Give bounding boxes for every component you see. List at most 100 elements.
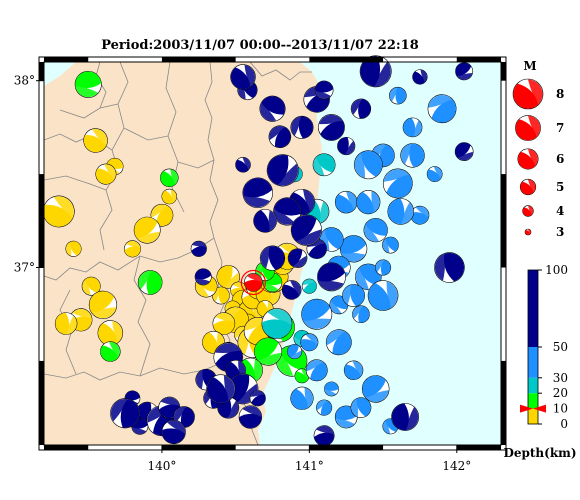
earthquake-deep-navy <box>259 245 286 271</box>
depth-tick-label: 30 <box>553 371 568 385</box>
lon-tick-label: 142° <box>442 459 471 473</box>
earthquake-deep-navy <box>290 214 322 246</box>
earthquake-blue <box>353 150 383 180</box>
frame-band-segment <box>44 57 89 62</box>
lon-tick-label: 140° <box>147 459 176 473</box>
magnitude-legend-label: 3 <box>556 225 564 239</box>
frame-band-segment <box>501 360 506 445</box>
frame-band-segment <box>456 445 501 450</box>
frame-band-segment <box>501 174 506 268</box>
magnitude-legend: M 8 7 6 5 4 3 <box>512 59 564 239</box>
earthquake-blue <box>325 329 352 356</box>
earthquake-blue <box>290 386 314 410</box>
magnitude-legend-ball-4 <box>522 205 534 217</box>
earthquake-cyan <box>261 308 293 339</box>
earthquake-shallow-yellow <box>54 312 78 335</box>
earthquake-deep-navy <box>318 113 345 141</box>
earthquake-blue <box>301 298 333 330</box>
earthquake-shallow-yellow <box>123 240 141 258</box>
magnitude-legend-ball-8 <box>512 78 544 110</box>
earthquake-deep-navy <box>206 374 236 404</box>
earthquake-green <box>137 270 163 295</box>
earthquake-deep-navy <box>242 177 273 209</box>
earthquake-blue <box>387 198 415 225</box>
sea-area-northwest <box>44 62 76 86</box>
magnitude-legend-ball-5 <box>519 178 537 196</box>
earthquake-blue <box>316 399 333 416</box>
earthquake-blue <box>342 284 366 307</box>
earthquake-green <box>74 70 102 98</box>
magnitude-legend-ball-7 <box>515 115 541 141</box>
earthquake-deep-navy <box>110 398 141 429</box>
frame-band-segment <box>39 360 44 445</box>
earthquake-blue <box>367 280 399 311</box>
depth-tick-label: 0 <box>560 417 568 431</box>
earthquake-shallow-yellow <box>88 290 118 320</box>
earthquake-deep-navy <box>253 208 277 233</box>
magnitude-legend-label: 4 <box>556 204 564 218</box>
earthquake-shallow-yellow <box>97 320 124 346</box>
frame-band-segment <box>501 62 506 81</box>
earthquake-blue <box>426 166 443 182</box>
earthquake-deep-navy <box>290 115 314 139</box>
depth-band <box>528 377 538 394</box>
magnitude-legend-ball-3 <box>524 228 532 236</box>
earthquake-deep-navy <box>281 280 302 300</box>
earthquake-shallow-yellow <box>212 312 236 335</box>
earthquake-blue <box>427 94 457 124</box>
magnitude-legend-label: 5 <box>556 180 564 194</box>
earthquake-deep-navy <box>434 252 465 283</box>
earthquake-cyan <box>301 278 317 294</box>
depth-band <box>528 408 538 424</box>
earthquake-mechanisms <box>42 55 474 447</box>
earthquake-blue <box>356 190 381 215</box>
frame-band-segment <box>161 445 236 450</box>
main-event-mechanism <box>244 273 263 292</box>
depth-tick-label: 20 <box>553 386 568 400</box>
frame-band-segment <box>161 57 236 62</box>
earthquake-deep-navy <box>259 95 286 122</box>
depth-band <box>528 393 538 409</box>
earthquake-cyan <box>312 153 336 177</box>
earthquake-blue <box>300 333 319 352</box>
earthquake-shallow-yellow <box>83 128 108 153</box>
earthquake-blue <box>361 375 390 403</box>
earthquake-deep-navy <box>230 64 256 90</box>
depth-band <box>528 270 538 347</box>
frame-band-segment <box>39 174 44 268</box>
map-title: Period:2003/11/07 00:00--2013/11/07 22:1… <box>101 38 419 53</box>
magnitude-legend-label: 8 <box>556 87 564 101</box>
lat-tick-label: 37° <box>14 261 35 275</box>
earthquake-deep-navy <box>359 55 392 88</box>
depth-marker-right <box>533 404 546 413</box>
earthquake-deep-navy <box>350 98 372 119</box>
frame-band-segment <box>39 62 44 81</box>
earthquake-blue <box>402 117 423 138</box>
earthquake-green <box>294 368 310 384</box>
earthquake-deep-navy <box>238 405 263 429</box>
earthquake-deep-navy <box>313 425 335 447</box>
main-event-marker-ring <box>240 269 266 296</box>
earthquake-deep-navy <box>268 125 292 148</box>
earthquake-deep-navy <box>266 154 299 187</box>
frame-band-segment <box>44 445 89 450</box>
earthquake-blue <box>324 381 339 397</box>
earthquake-blue <box>400 143 425 168</box>
earthquake-deep-navy <box>337 136 356 156</box>
earthquake-blue <box>382 236 399 254</box>
earthquake-shallow-yellow <box>69 308 93 332</box>
earthquake-deep-navy <box>412 69 428 85</box>
earthquake-deep-navy <box>317 262 346 292</box>
earthquake-blue <box>363 218 388 243</box>
map-frame: 140° 141° 142° 38° 37° <box>14 56 507 473</box>
earthquake-shallow-yellow <box>81 276 101 296</box>
earthquake-blue <box>410 205 430 225</box>
sea-area <box>258 62 501 445</box>
earthquake-deep-navy <box>190 240 207 257</box>
earthquake-shallow-yellow <box>212 286 230 305</box>
earthquake-deep-navy <box>249 390 266 407</box>
depth-band <box>528 347 538 378</box>
frame-band-segment <box>456 57 501 62</box>
frame-band-segment <box>309 445 384 450</box>
